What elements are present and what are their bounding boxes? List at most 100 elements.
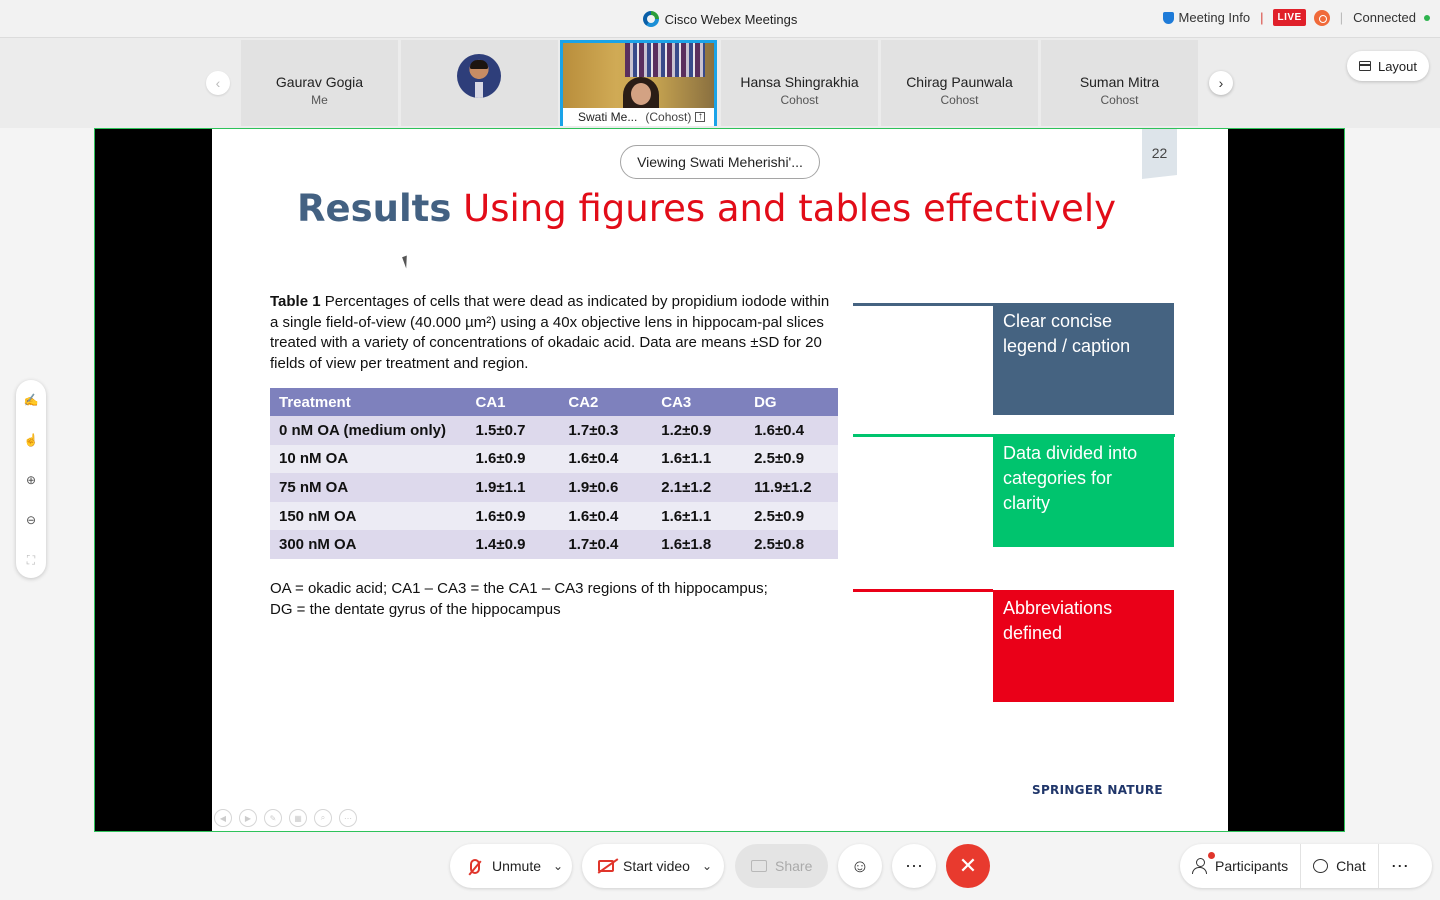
table-cell: 1.6±0.4 [745,416,838,445]
annotation-tool-rail: ✍ ☝ ⊕ ⊖ ⛶ [16,380,46,578]
pointer-icon[interactable]: ☝ [23,433,39,447]
more-panels-button[interactable]: ⋯ [1377,844,1421,888]
participant-tile[interactable] [401,40,558,126]
participant-video [563,43,714,108]
participants-button[interactable]: Participants [1180,844,1300,888]
layout-button[interactable]: Layout [1347,51,1429,81]
sharing-icon: ↑ [695,112,706,122]
chevron-down-icon[interactable]: ⌄ [701,859,712,873]
slide-title: Results Using figures and tables effecti… [297,187,1116,230]
meeting-controls-bar: Unmute ⌄ Start video ⌄ Share ☺ ⋯ ✕ Parti… [0,832,1440,900]
mouse-cursor-icon [402,255,411,269]
table-cell: 75 nM OA [270,473,467,502]
table-row: 75 nM OA 1.9±1.1 1.9±0.6 2.1±1.2 11.9±1.… [270,473,838,502]
slide-title-strong: Results [297,187,452,230]
participant-tile[interactable]: Suman Mitra Cohost [1041,40,1198,126]
smiley-icon: ☺ [850,855,870,876]
more-options-button[interactable]: ⋯ [892,844,936,888]
table-cell: 1.2±0.9 [652,416,746,445]
share-button[interactable]: Share [735,844,828,888]
unmute-button[interactable]: Unmute ⌄ [450,844,572,888]
divider: | [1339,10,1344,25]
end-call-button[interactable]: ✕ [946,844,990,888]
shield-icon [1162,11,1174,24]
meeting-info-button[interactable]: Meeting Info [1162,10,1250,25]
live-badge[interactable]: LIVE [1273,9,1306,26]
chat-button[interactable]: Chat [1300,844,1378,888]
close-icon: ✕ [958,853,978,878]
zoom-in-icon[interactable]: ⊕ [25,473,37,487]
callout-box: Clear concise legend / caption [993,303,1174,415]
zoom-out-icon[interactable]: ⊖ [25,513,37,527]
callout-box: Abbreviations defined [993,590,1174,702]
table-cell: 2.1±1.2 [652,473,746,502]
scroll-left-button[interactable]: ‹ [206,71,230,95]
table-row: 150 nM OA 1.6±0.9 1.6±0.4 1.6±1.1 2.5±0.… [270,501,838,531]
participant-tile[interactable]: Hansa Shingrakhia Cohost [721,40,878,126]
table-row: 0 nM OA (medium only) 1.5±0.7 1.7±0.3 1.… [270,416,838,445]
chat-bubble-icon [1313,859,1329,873]
layout-label: Layout [1377,58,1418,74]
divider: | [1260,10,1264,25]
participant-tile[interactable]: Chirag Paunwala Cohost [881,40,1038,126]
slide-title-rest: Using figures and tables effectively [463,187,1116,230]
callout-box: Data divided into categories for clarity [993,435,1174,547]
table-header-cell: Treatment [270,388,467,416]
previous-slide-icon[interactable]: ◀ [214,809,232,827]
table-header-cell: CA3 [652,388,746,416]
table-cell: 1.9±1.1 [466,473,560,502]
reactions-button[interactable]: ☺ [838,844,882,888]
next-slide-icon[interactable]: ▶ [239,809,257,827]
table-cell: 2.5±0.9 [745,444,838,474]
video-face [631,83,651,105]
start-video-button[interactable]: Start video ⌄ [582,844,724,888]
table-cell: 1.6±1.1 [652,444,746,474]
participants-label: Participants [1215,858,1289,874]
callout-connector [853,303,993,306]
table-cell: 1.6±0.9 [466,501,560,531]
table-row: 10 nM OA 1.6±0.9 1.6±0.4 1.6±1.1 2.5±0.9 [270,444,838,474]
panel-buttons: Participants Chat ⋯ [1180,844,1432,888]
table-cell: 1.6±0.4 [559,501,653,531]
pen-icon[interactable]: ✎ [264,809,282,827]
participant-tile[interactable]: Gaurav Gogia Me [241,40,398,126]
more-icon: ⋯ [1390,855,1409,876]
participant-name: Hansa Shingrakhia [740,74,859,90]
springer-nature-logo: SPRINGER NATURE [1032,783,1163,797]
video-background [625,43,705,77]
avatar [457,54,501,98]
participant-role: Me [311,93,328,107]
table-cell: 1.6±1.8 [652,530,746,559]
app-title: Cisco Webex Meetings [0,11,1440,27]
scroll-right-button[interactable]: › [1209,71,1233,95]
table-cell: 1.6±1.1 [652,501,746,531]
notification-dot-icon [1208,852,1215,859]
abbreviations-note: OA = okadic acid; CA1 – CA3 = the CA1 – … [270,579,830,620]
layout-icon [1358,61,1371,71]
slide-page-number: 22 [1142,129,1177,179]
recording-icon[interactable] [1313,9,1330,26]
viewing-indicator[interactable]: Viewing Swati Meherishi'... [620,145,820,179]
chevron-down-icon[interactable]: ⌄ [553,859,564,873]
participant-tile-active-speaker[interactable]: Swati Me... (Cohost) ↑ [560,40,717,126]
zoom-icon[interactable]: ⌕ [314,809,332,827]
table-header-row: Treatment CA1 CA2 CA3 DG [270,388,838,416]
shared-content-stage[interactable]: Viewing Swati Meherishi'... 22 Results U… [94,128,1345,832]
person-icon [1192,858,1207,874]
abbreviations-line: DG = the dentate gyrus of the hippocampu… [270,600,561,618]
caption-text: Percentages of cells that were dead as i… [270,293,830,372]
more-icon[interactable]: ⋯ [339,809,357,827]
callout-connector [853,589,993,592]
participant-role: (Cohost) [645,110,692,124]
start-video-label: Start video [623,858,690,874]
presentation-slide: Viewing Swati Meherishi'... 22 Results U… [212,129,1228,831]
annotate-icon[interactable]: ✍ [23,393,39,407]
fit-screen-icon[interactable]: ⛶ [26,553,36,567]
more-icon: ⋯ [905,855,923,876]
participant-name: Chirag Paunwala [906,74,1013,90]
slides-grid-icon[interactable]: ▦ [289,809,307,827]
table-cell: 10 nM OA [270,444,467,474]
chat-label: Chat [1336,858,1366,874]
table-cell: 1.9±0.6 [559,473,653,502]
table-cell: 1.6±0.4 [559,444,653,474]
